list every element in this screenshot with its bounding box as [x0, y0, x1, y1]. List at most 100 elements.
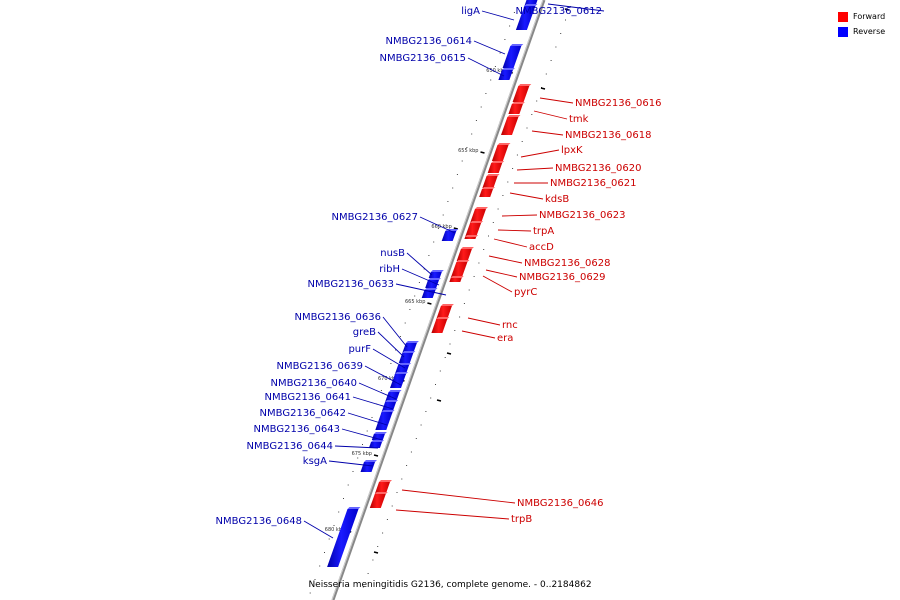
gene-feature[interactable]	[436, 306, 452, 320]
gene-label-NMBG2136_0627[interactable]: NMBG2136_0627	[332, 212, 418, 223]
gene-feature[interactable]	[369, 494, 386, 508]
gene-features	[327, 0, 538, 567]
gene-label-NMBG2136_0612[interactable]: NMBG2136_0612	[516, 6, 602, 17]
gene-label-NMBG2136_0614[interactable]: NMBG2136_0614	[386, 36, 472, 47]
backbone-dot	[352, 471, 354, 472]
gene-feature[interactable]	[491, 145, 509, 161]
gene-label-trpA[interactable]: trpA	[533, 226, 554, 237]
backbone-dot	[536, 100, 538, 102]
leader-line	[473, 40, 506, 55]
gene-feature[interactable]	[456, 249, 472, 261]
backbone-dot	[399, 336, 401, 337]
gene-feature[interactable]	[508, 104, 523, 114]
gene-label-NMBG2136_0642[interactable]: NMBG2136_0642	[260, 408, 346, 419]
gene-feature[interactable]	[327, 509, 359, 567]
gene-label-lpxK[interactable]: lpxK	[561, 145, 583, 156]
backbone-dot	[444, 357, 446, 358]
gene-label-NMBG2136_0628[interactable]: NMBG2136_0628	[524, 258, 610, 269]
gene-feature[interactable]	[470, 209, 486, 223]
backbone-dot	[513, 12, 515, 13]
gene-label-NMBG2136_0618[interactable]: NMBG2136_0618	[565, 130, 651, 141]
gene-label-NMBG2136_0620[interactable]: NMBG2136_0620	[555, 163, 641, 174]
leader-line	[328, 460, 374, 467]
gene-feature[interactable]	[431, 319, 448, 333]
gene-feature[interactable]	[375, 412, 393, 430]
backbone-dot	[521, 141, 523, 142]
leader-line	[497, 229, 532, 232]
gene-feature-cap	[460, 247, 474, 249]
gene-feature-cap	[381, 410, 395, 412]
backbone-dot	[565, 19, 566, 21]
gene-feature[interactable]	[441, 231, 457, 241]
gene-label-NMBG2136_0636[interactable]: NMBG2136_0636	[295, 312, 381, 323]
gene-feature[interactable]	[464, 237, 477, 239]
gene-label-trpB[interactable]: trpB	[511, 514, 532, 525]
gene-feature-cap	[518, 84, 532, 86]
gene-label-NMBG2136_0633[interactable]: NMBG2136_0633	[308, 279, 394, 290]
gene-label-era[interactable]: era	[497, 333, 513, 344]
gene-feature-cap	[374, 492, 388, 494]
gene-label-purF[interactable]: purF	[348, 344, 371, 355]
gene-feature-cap	[424, 288, 438, 290]
backbone-dot	[478, 262, 480, 264]
gene-label-NMBG2136_0639[interactable]: NMBG2136_0639	[277, 361, 363, 372]
gene-label-NMBG2136_0643[interactable]: NMBG2136_0643	[254, 424, 340, 435]
backbone-dot	[516, 154, 518, 156]
gene-feature[interactable]	[487, 163, 503, 173]
gene-feature[interactable]	[501, 117, 519, 135]
gene-label-NMBG2136_0621[interactable]: NMBG2136_0621	[550, 178, 636, 189]
gene-feature[interactable]	[425, 280, 439, 288]
gene-feature[interactable]	[450, 262, 468, 278]
gene-feature[interactable]	[368, 442, 382, 448]
backbone-dot	[362, 444, 363, 445]
gene-label-NMBG2136_0648[interactable]: NMBG2136_0648	[216, 516, 302, 527]
backbone-dot	[423, 268, 425, 270]
gene-label-ligA[interactable]: ligA	[461, 6, 480, 17]
backbone-dot	[343, 498, 344, 499]
gene-feature[interactable]	[390, 374, 406, 388]
gene-label-rnc[interactable]: rnc	[502, 320, 518, 331]
leader-line	[419, 216, 456, 234]
gene-feature[interactable]	[428, 272, 442, 278]
gene-feature[interactable]	[502, 46, 522, 68]
gene-label-greB[interactable]: greB	[353, 327, 376, 338]
gene-label-nusB[interactable]: nusB	[380, 248, 405, 259]
backbone-dot	[454, 330, 456, 331]
gene-label-NMBG2136_0616[interactable]: NMBG2136_0616	[575, 98, 661, 109]
gene-label-NMBG2136_0615[interactable]: NMBG2136_0615	[380, 53, 466, 64]
gene-label-kdsB[interactable]: kdsB	[545, 194, 569, 205]
backbone-dots	[309, 6, 571, 594]
gene-label-NMBG2136_0623[interactable]: NMBG2136_0623	[539, 210, 625, 221]
backbone-dot	[492, 222, 494, 223]
gene-feature[interactable]	[465, 223, 482, 237]
gene-feature[interactable]	[482, 176, 498, 188]
backbone-dot	[380, 390, 382, 391]
gene-label-NMBG2136_0641[interactable]: NMBG2136_0641	[265, 392, 351, 403]
gene-label-ksgA[interactable]: ksgA	[303, 456, 327, 467]
gene-label-accD[interactable]: accD	[529, 242, 554, 253]
gene-feature-cap	[385, 400, 399, 402]
gene-feature[interactable]	[498, 70, 513, 80]
leader-line	[382, 316, 408, 348]
backbone-dot	[459, 316, 461, 318]
gene-feature[interactable]	[360, 462, 376, 472]
gene-feature[interactable]	[512, 86, 530, 102]
gene-label-NMBG2136_0644[interactable]: NMBG2136_0644	[247, 441, 333, 452]
gene-feature[interactable]	[515, 6, 536, 30]
gene-label-tmk[interactable]: tmk	[569, 114, 589, 125]
backbone-dot	[309, 592, 311, 594]
gene-label-NMBG2136_0640[interactable]: NMBG2136_0640	[271, 378, 357, 389]
gene-label-pyrC[interactable]: pyrC	[514, 287, 537, 298]
gene-label-ribH[interactable]: ribH	[379, 264, 400, 275]
tick-label: 655 kbp	[458, 148, 478, 154]
leader-line	[364, 365, 402, 386]
backbone-dot	[362, 586, 364, 588]
gene-label-NMBG2136_0646[interactable]: NMBG2136_0646	[517, 498, 603, 509]
gene-label-NMBG2136_0629[interactable]: NMBG2136_0629	[519, 272, 605, 283]
gene-feature[interactable]	[479, 189, 493, 197]
gene-feature[interactable]	[449, 278, 462, 282]
backbone-dot	[396, 492, 398, 493]
gene-feature[interactable]	[374, 482, 390, 494]
gene-feature-cap	[470, 221, 484, 223]
backbone-dot	[526, 127, 528, 129]
